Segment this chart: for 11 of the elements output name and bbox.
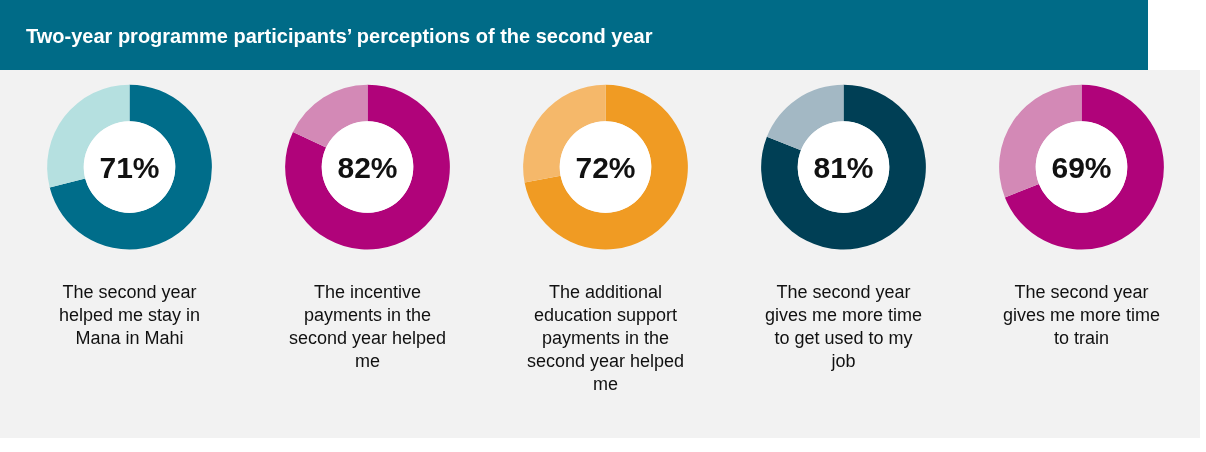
text: The incentive payments in the second year helped me [288, 282, 447, 372]
text: Two-year programme participants’ perceptions of the second year [0, 0, 1148, 73]
text: 81% [813, 150, 874, 184]
text: 72% [575, 150, 636, 184]
text: 71% [99, 150, 160, 184]
text: The second year gives me more time to train [1002, 282, 1161, 349]
text: The second year helped me stay in Mana in Mahi [58, 282, 201, 349]
text: The additional education support payments in the second year helped me [526, 282, 685, 395]
text: 82% [337, 150, 398, 184]
text: 69% [1051, 150, 1112, 184]
text: The second year gives me more time to get used to my job [764, 282, 923, 372]
